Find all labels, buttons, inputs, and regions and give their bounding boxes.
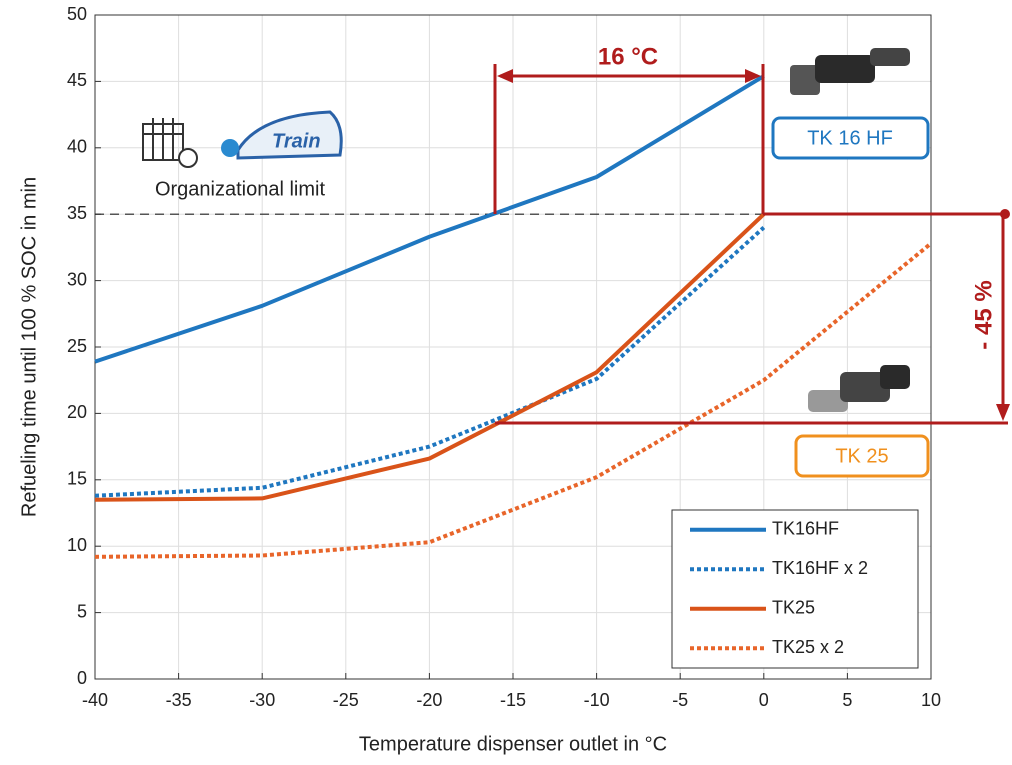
x-tick-label: -40	[82, 690, 108, 710]
x-tick-label: -35	[166, 690, 192, 710]
y-tick-label: 15	[67, 469, 87, 489]
legend-label: TK16HF x 2	[772, 558, 868, 578]
y-tick-label: 25	[67, 336, 87, 356]
legend-label: TK25 x 2	[772, 637, 844, 657]
y-tick-label: 40	[67, 137, 87, 157]
y-tick-label: 20	[67, 402, 87, 422]
annotation: TK 25	[835, 445, 888, 467]
annotation: - 45 %	[970, 280, 997, 349]
svg-text:Train: Train	[272, 130, 321, 152]
x-axis-label: Temperature dispenser outlet in °C	[359, 733, 667, 755]
x-tick-label: -10	[584, 690, 610, 710]
x-tick-label: -5	[672, 690, 688, 710]
annotation: 16 °C	[598, 43, 658, 70]
y-tick-label: 50	[67, 4, 87, 24]
annotation: Organizational limit	[155, 178, 326, 200]
x-tick-label: 0	[759, 690, 769, 710]
x-tick-label: -30	[249, 690, 275, 710]
x-tick-label: -15	[500, 690, 526, 710]
y-tick-label: 5	[77, 601, 87, 621]
x-tick-label: -20	[416, 690, 442, 710]
annotation: TK 16 HF	[807, 127, 893, 149]
y-tick-label: 10	[67, 535, 87, 555]
chart: -40 -35 -30 -25 -20 -15 -10 -5 0 5 10 0 5 10 15 20 25 30 3…	[0, 0, 1012, 765]
legend-label: TK16HF	[772, 519, 839, 539]
arrow-head	[996, 404, 1010, 421]
arrow-dot	[1000, 209, 1010, 219]
y-axis-label: Refueling time until 100 % SOC in min	[18, 177, 40, 517]
y-tick-label: 35	[67, 203, 87, 223]
x-tick-label: -25	[333, 690, 359, 710]
y-tick-label: 0	[77, 668, 87, 688]
x-tick-label: 5	[842, 690, 852, 710]
legend-label: TK25	[772, 598, 815, 618]
y-tick-label: 45	[67, 70, 87, 90]
x-tick-label: 10	[921, 690, 941, 710]
y-tick-label: 30	[67, 269, 87, 289]
